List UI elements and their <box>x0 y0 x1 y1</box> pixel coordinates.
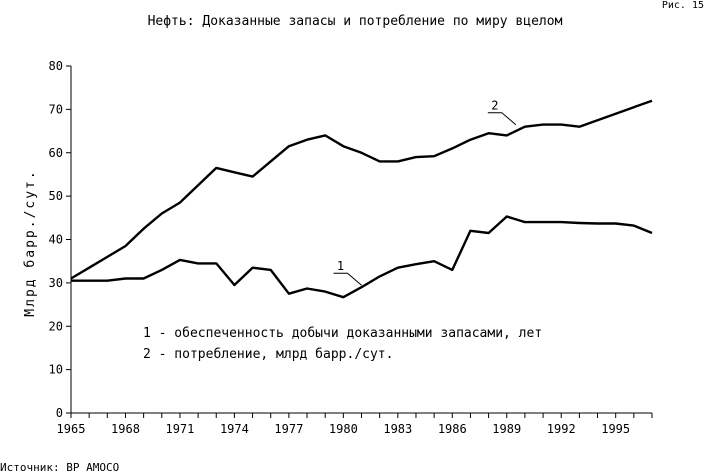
y-tick-label: 0 <box>56 406 63 420</box>
y-tick-label: 10 <box>49 363 63 377</box>
x-tick-label: 1968 <box>111 422 140 436</box>
x-tick-label: 1977 <box>274 422 303 436</box>
legend-entry-2: 2 - потребление, млрд барр./сут. <box>143 347 393 362</box>
legend-entry-1: 1 - обеспеченность добычи доказанными за… <box>143 326 542 341</box>
x-tick-label: 1980 <box>329 422 358 436</box>
x-tick-label: 1992 <box>547 422 576 436</box>
series-leader-2 <box>487 112 517 126</box>
x-tick-label: 1986 <box>438 422 467 436</box>
x-tick-label: 1995 <box>601 422 630 436</box>
series-label-1: 1 <box>337 259 344 273</box>
y-tick-label: 70 <box>49 102 63 116</box>
chart-plot-area: 12 <box>70 99 653 299</box>
y-tick-label: 60 <box>49 146 63 160</box>
y-axis-label: Млрд барр./сут. <box>23 169 38 316</box>
x-tick-label: 1965 <box>57 422 86 436</box>
chart-axes: 0 10 20 30 40 50 60 70 80 1965 1968 1971 1974 1977 198… <box>49 59 653 436</box>
y-tick-label: 30 <box>49 276 63 290</box>
figure-number: Рис. 15 <box>661 0 704 11</box>
y-tick-label: 50 <box>49 189 63 203</box>
y-tick-label: 80 <box>49 59 63 73</box>
x-tick-label: 1989 <box>492 422 521 436</box>
x-tick-label: 1974 <box>220 422 249 436</box>
series-line-2 <box>70 99 653 280</box>
series-line-1 <box>71 215 653 299</box>
y-tick-label: 40 <box>49 233 63 247</box>
x-tick-label: 1983 <box>383 422 412 436</box>
series-label-2: 2 <box>491 99 498 113</box>
series-leader-1 <box>333 272 362 286</box>
source-note: Источник: BP AMOCO <box>0 461 120 474</box>
chart-title: Нефть: Доказанные запасы и потребление п… <box>147 14 563 29</box>
y-tick-label: 20 <box>49 319 63 333</box>
x-tick-label: 1971 <box>165 422 194 436</box>
